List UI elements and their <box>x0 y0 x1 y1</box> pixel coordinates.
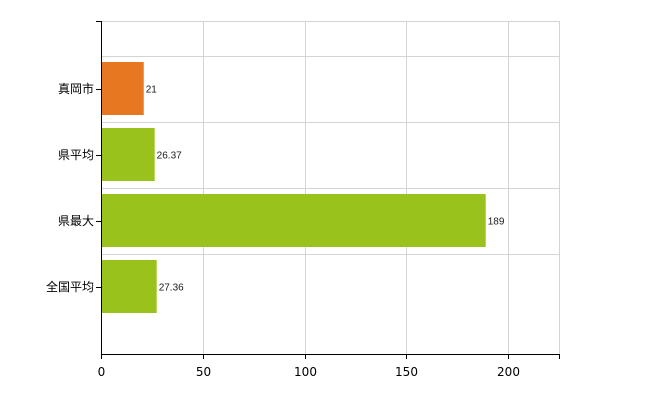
x-tick-label: 50 <box>196 365 211 379</box>
bars-layer <box>101 62 486 313</box>
category-label: 全国平均 <box>46 279 94 294</box>
bar <box>101 260 157 313</box>
data-label: 26.37 <box>157 151 182 162</box>
category-label: 県平均 <box>58 148 94 162</box>
data-label: 189 <box>488 217 505 228</box>
x-tick-label: 150 <box>395 365 418 379</box>
x-tick-label: 0 <box>98 365 106 379</box>
x-tick-label: 200 <box>497 365 520 379</box>
labels-layer: 21 真岡市 26.37 県平均 189 県最大 27.36 全国平均 0 50 100 150 200 <box>46 81 520 379</box>
bar <box>101 194 486 247</box>
grid-layer <box>101 21 560 354</box>
data-label: 27.36 <box>159 283 184 294</box>
axis-layer <box>96 21 560 359</box>
category-label: 真岡市 <box>58 81 94 96</box>
bar <box>101 62 144 115</box>
data-label: 21 <box>146 85 158 96</box>
category-label: 県最大 <box>58 214 94 228</box>
x-tick-label: 100 <box>294 365 317 379</box>
bar <box>101 128 155 181</box>
